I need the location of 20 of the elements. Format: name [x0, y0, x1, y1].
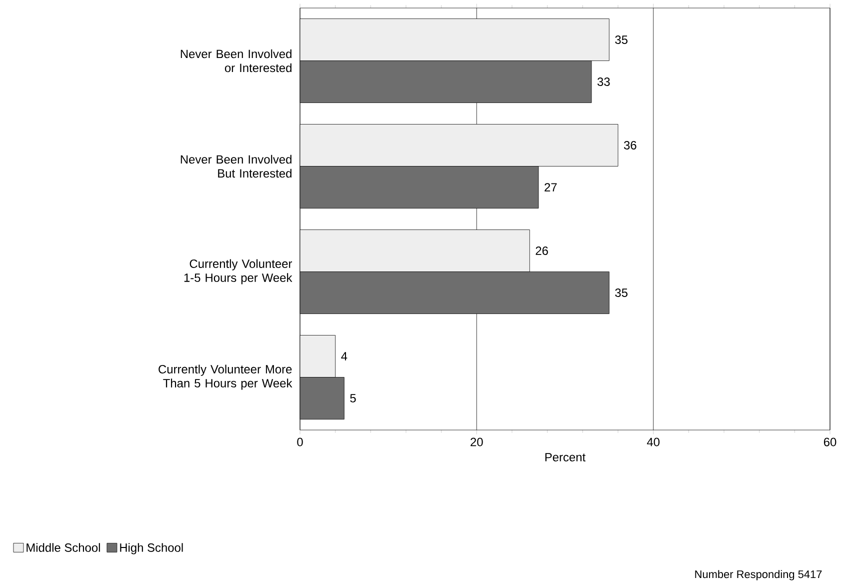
data-label: 33: [597, 78, 610, 86]
legend-label: High School: [120, 543, 183, 554]
y-tick-label: Never Been Involved or Interested: [180, 49, 292, 72]
data-label: 26: [536, 246, 548, 255]
legend-label: Middle School: [26, 543, 100, 552]
data-label: 35: [615, 288, 628, 297]
data-label: 35: [615, 36, 628, 44]
y-tick-label: Currently Volunteer 1-5 Hours per Week: [184, 259, 292, 284]
x-tick-label: 0: [297, 438, 303, 446]
data-label: 27: [544, 183, 557, 192]
data-label: 5: [350, 394, 356, 402]
data-label: 4: [341, 352, 348, 360]
text: Number Responding 5417: [695, 570, 822, 580]
x-axis-title: Percent: [545, 453, 586, 462]
x-tick-label: 40: [646, 438, 660, 446]
y-tick-label: Currently Volunteer More Than 5 Hours per Week: [158, 364, 292, 390]
x-tick-label: 60: [824, 438, 836, 446]
y-tick-label: Never Been Involved But Interested: [180, 154, 292, 178]
data-label: 36: [624, 141, 636, 150]
x-tick-label: 20: [470, 438, 483, 446]
